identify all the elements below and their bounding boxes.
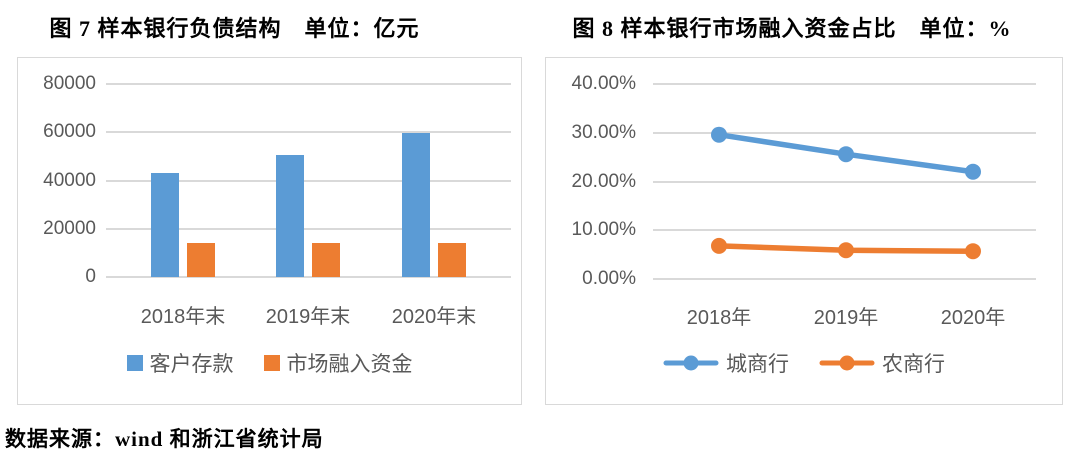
figure-8-line-chart: 40.00% 30.00% 20.00% 10.00% 0.00% 2018年 2019年 2…: [545, 57, 1063, 405]
gridline: [106, 227, 511, 230]
gridline: [653, 131, 1036, 134]
data-point-农商行-2018年: [711, 237, 727, 254]
gridline: [106, 131, 511, 134]
legend-label: 市场融入资金: [286, 353, 413, 376]
x-axis-category-label: 2019年末: [265, 306, 351, 328]
data-point-城商行-2020年: [965, 163, 981, 180]
chart-legend: 城商行 农商行: [546, 348, 1062, 378]
y-axis-tick-label: 40000: [43, 169, 96, 191]
data-point-城商行-2019年: [838, 146, 854, 163]
bar-客户存款-2019年末: [276, 155, 304, 277]
legend-label: 城商行: [726, 353, 789, 376]
data-point-农商行-2020年: [965, 243, 981, 260]
data-source-note: 数据来源：wind 和浙江省统计局: [5, 427, 324, 451]
y-axis-tick-label: 40.00%: [571, 73, 636, 94]
y-axis-tick-label: 20000: [43, 217, 96, 239]
bar-客户存款-2018年末: [151, 173, 179, 277]
legend-swatch-客户存款: [126, 355, 143, 371]
legend-swatch-市场融入资金: [263, 355, 280, 371]
x-axis-category-label: 2018年: [686, 307, 752, 329]
y-axis-tick-label: 80000: [43, 73, 96, 94]
bar-市场融入资金-2019年末: [312, 243, 340, 277]
legend-item: 客户存款: [126, 348, 234, 378]
y-axis-tick-label: 10.00%: [571, 219, 636, 241]
legend-line-marker-城商行: [663, 355, 719, 371]
gridline: [653, 229, 1036, 232]
x-axis-category-label: 2019年: [813, 307, 879, 329]
gridline: [106, 179, 511, 182]
chart-legend: 客户存款 市场融入资金: [18, 348, 521, 378]
gridline: [653, 278, 1036, 280]
x-axis-category-label: 2020年: [940, 307, 1006, 329]
gridline: [106, 276, 511, 278]
gridline: [106, 83, 511, 85]
x-axis-category-label: 2018年末: [140, 306, 226, 328]
bar-市场融入资金-2020年末: [438, 242, 466, 277]
data-point-城商行-2018年: [711, 126, 727, 143]
legend-item: 城商行: [663, 348, 789, 378]
figure-7-title: 图 7 样本银行负债结构 单位：亿元: [49, 16, 420, 41]
bar-客户存款-2020年末: [402, 133, 430, 277]
x-axis-category-label: 2020年末: [391, 306, 477, 328]
figure-7-bar-chart: 80000 60000 40000 20000 0 2018年末 2019年末 2020年末客…: [17, 57, 522, 405]
legend-line-marker-农商行: [819, 355, 875, 371]
legend-label: 客户存款: [149, 353, 234, 376]
bar-市场融入资金-2018年末: [187, 242, 215, 277]
y-axis-tick-label: 20.00%: [571, 170, 636, 192]
data-point-农商行-2019年: [838, 242, 854, 259]
legend-item: 市场融入资金: [263, 348, 413, 378]
y-axis-tick-label: 0.00%: [582, 268, 636, 289]
gridline: [653, 83, 1036, 85]
line-plot: [711, 126, 981, 260]
gridline: [653, 180, 1036, 183]
y-axis-tick-label: 60000: [43, 121, 96, 143]
y-axis-tick-label: 0: [85, 266, 96, 287]
figure-8-title: 图 8 样本银行市场融入资金占比 单位：%: [572, 16, 1012, 41]
legend-label: 农商行: [882, 353, 945, 376]
y-axis-tick-label: 30.00%: [571, 121, 636, 143]
legend-item: 农商行: [819, 348, 945, 378]
